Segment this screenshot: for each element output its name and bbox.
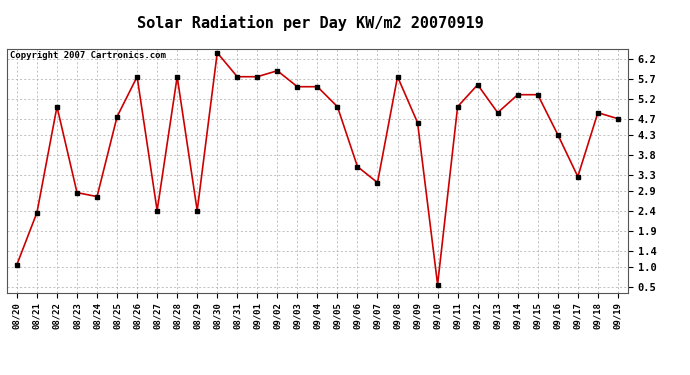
Text: Solar Radiation per Day KW/m2 20070919: Solar Radiation per Day KW/m2 20070919 (137, 15, 484, 31)
Text: Copyright 2007 Cartronics.com: Copyright 2007 Cartronics.com (10, 51, 166, 60)
